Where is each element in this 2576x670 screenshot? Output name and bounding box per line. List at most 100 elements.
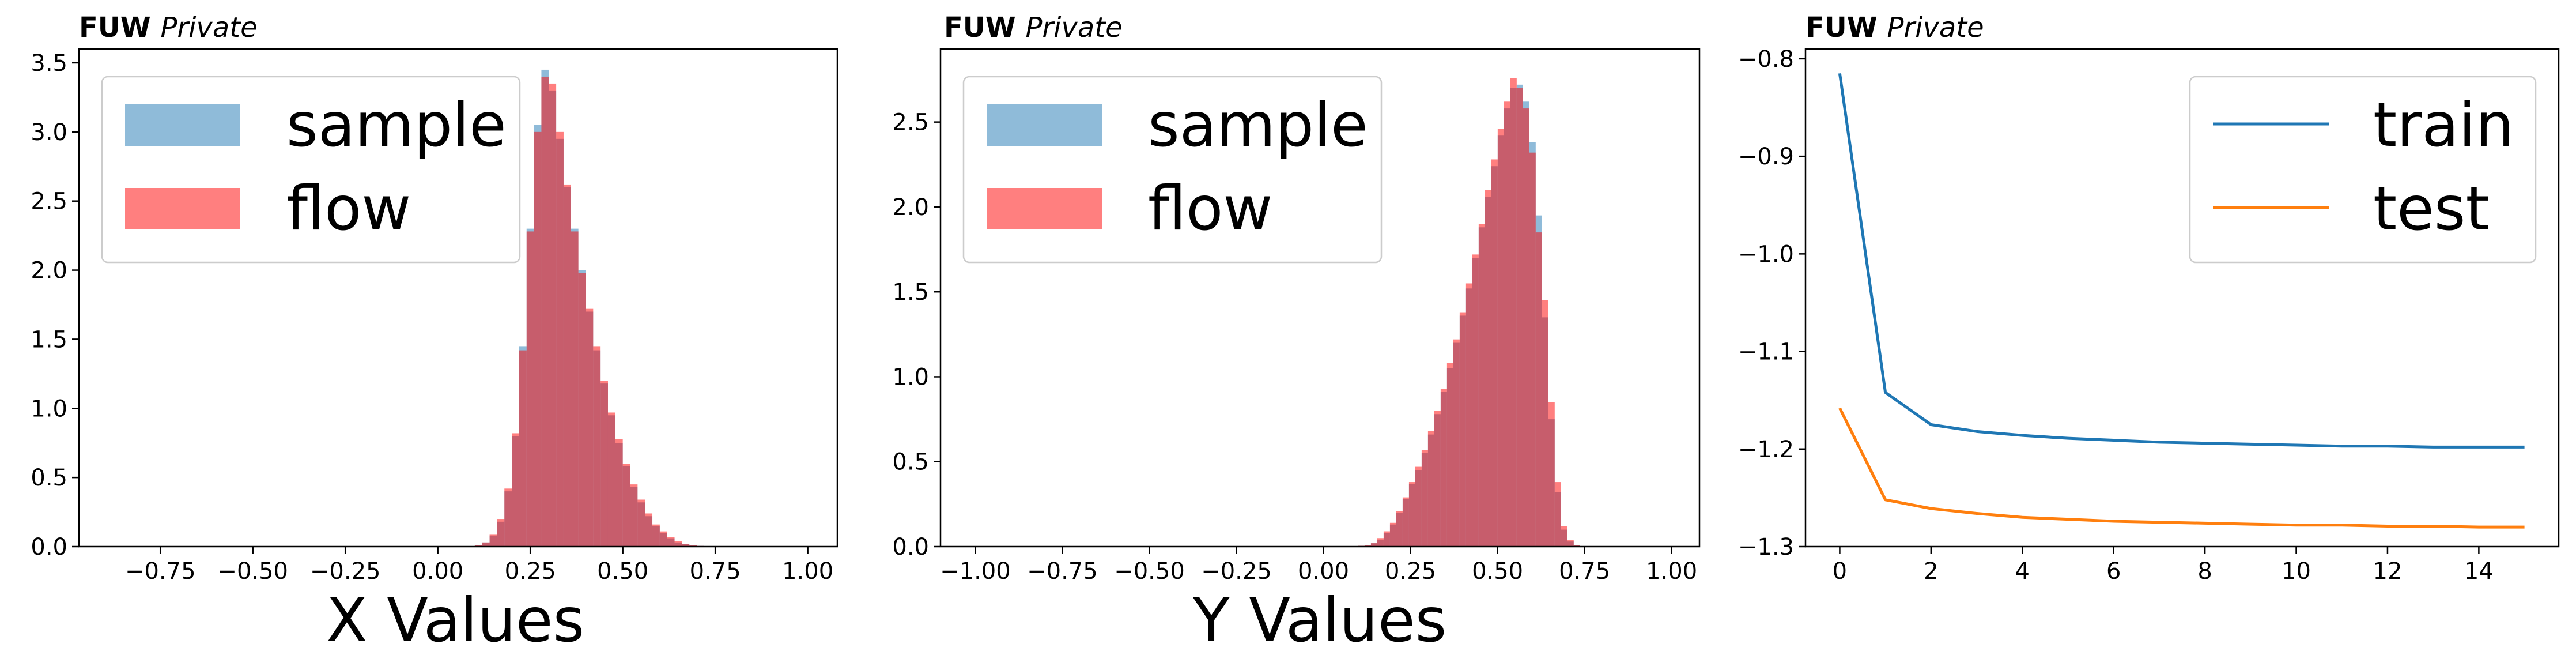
axes-frame [78,48,838,548]
watermark-italic: Private [1887,12,1984,44]
bar-flow [519,350,527,547]
x-tick-label: 14 [2464,558,2494,585]
y-tick-label: 0.0 [31,534,67,560]
bar-flow [1364,545,1371,547]
bar-flow [674,541,682,547]
bar-flow [1389,522,1396,547]
bar-flow [504,488,512,547]
bar-flow [497,519,505,547]
bar-flow [1523,108,1529,547]
bar-flow [1465,283,1472,547]
bar-flow [1497,129,1504,547]
y-tick-label: −0.8 [1738,46,1794,73]
legend: train test [2189,76,2537,264]
bar-flow [541,76,549,547]
x-tick-label: 1.00 [782,558,833,585]
bar-flow [1370,543,1377,547]
x-tick-label: 0.50 [597,558,648,585]
x-tick-label: 0.75 [1559,558,1610,585]
bar-flow [667,537,675,547]
x-axis-title: Y Values [1192,585,1447,656]
bar-flow [1396,511,1403,547]
bar-flow [1434,411,1441,547]
x-axis-title: X Values [326,585,584,656]
bar-flow [1402,497,1409,547]
legend: sample flow [101,76,521,264]
chart-panel-3: FUW Private 0 2 4 6 8 10 12 14 −0.8 −0.9 −1.0 −1.1 −1… [1738,12,2560,585]
bar-flow [607,412,615,547]
y-tick-label: 3.0 [31,119,67,146]
x-tick-label: −0.75 [1027,558,1098,585]
x-tick-label: −0.25 [1201,558,1272,585]
bar-flow [1446,363,1453,547]
watermark: FUW Private [79,12,258,44]
bar-flow [578,273,586,547]
legend-label-flow: flow [286,174,411,244]
x-tick-label: −0.75 [125,558,196,585]
series-line-test [1838,407,2525,529]
x-tick-label: 12 [2373,558,2403,585]
y-tick-label: −1.3 [1738,534,1794,560]
bar-flow [1472,254,1479,547]
y-tick-label: 2.0 [31,258,67,284]
x-tick-label: 6 [2106,558,2121,585]
y-tick-label: 1.0 [892,364,929,390]
bar-flow [1561,526,1567,547]
bar-flow [1535,232,1542,547]
axes-frame [939,48,1701,548]
legend-label-test: test [2373,174,2490,244]
watermark: FUW Private [1806,12,1984,44]
y-tick-label: 2.0 [892,194,929,221]
watermark: FUW Private [944,12,1123,44]
y-tick-label: 2.5 [31,189,67,215]
bar-flow [637,499,645,547]
watermark-italic: Private [1025,12,1122,44]
bar-flow [1516,88,1523,547]
x-tick-label: 10 [2282,558,2311,585]
x-tick-label: 1.00 [1646,558,1697,585]
series-line-train [1838,73,2525,449]
bar-flow [1485,190,1491,547]
x-tick-label: −0.25 [310,558,381,585]
x-tick-label: −0.50 [1114,558,1185,585]
bar-flow [682,544,690,547]
x-tick-label: 0.25 [1385,558,1436,585]
bar-flow [630,484,638,547]
y-tick-label: 1.0 [31,396,67,422]
bar-flow [1427,431,1434,547]
x-tick-label: 0.00 [1298,558,1349,585]
bar-flow [489,534,497,547]
axes-frame [1804,48,2560,548]
y-tick-label: 0.0 [892,534,929,560]
bar-flow [563,184,571,547]
bar-flow [1478,224,1485,547]
x-tick-label: 2 [1924,558,1938,585]
bar-flow [593,346,601,547]
bar-flow [586,308,594,547]
bar-flow [1529,152,1536,547]
bar-flow [1573,545,1580,547]
bar-flow [512,433,519,547]
x-tick-label: 0.50 [1472,558,1523,585]
bar-flow [1542,300,1548,547]
legend-swatch-flow [125,188,240,229]
y-tick-label: −0.9 [1738,144,1794,170]
x-tick-label: 0 [1833,558,1847,585]
bar-flow [526,231,534,547]
x-tick-label: 8 [2197,558,2212,585]
x-tick-label: −0.50 [217,558,288,585]
watermark-bold: FUW [944,12,1016,44]
bar-flow [659,531,667,547]
bar-flow [1554,482,1561,547]
bar-flow [600,381,608,547]
bar-flow [1421,450,1428,547]
bar-flow [1459,312,1466,547]
bar-flow [571,231,579,547]
y-tick-label: −1.1 [1738,339,1794,366]
watermark-bold: FUW [1806,12,1878,44]
y-tick-label: 0.5 [31,465,67,491]
x-tick-label: 4 [2015,558,2030,585]
x-tick-label: −1.00 [940,558,1011,585]
legend-swatch-flow [987,188,1102,229]
bar-flow [1383,531,1390,547]
